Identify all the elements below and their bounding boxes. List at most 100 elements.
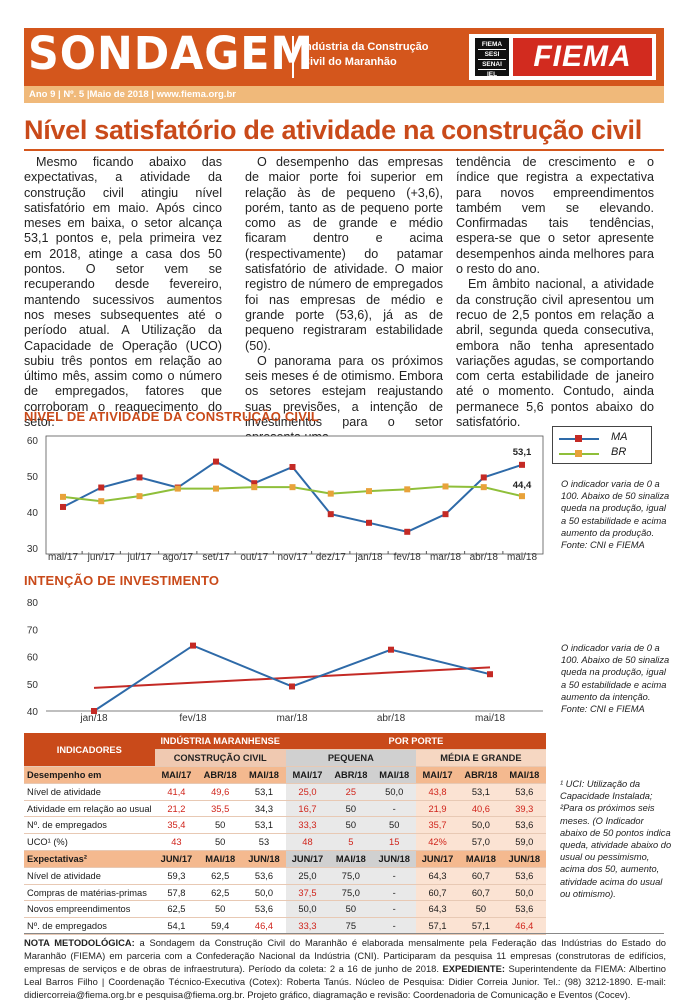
- data-point-ma: [366, 519, 372, 526]
- table-cell: 33,3: [285, 816, 330, 835]
- table-cell: 46,4: [242, 917, 286, 936]
- period-header: JUN/18: [242, 850, 286, 868]
- table-cell: 39,3: [502, 800, 546, 818]
- x-tick-label: out/17: [240, 552, 268, 563]
- period-header: MAI/18: [502, 766, 546, 784]
- table-cell: 75: [329, 917, 373, 936]
- table-cell: 43: [154, 833, 199, 852]
- legend-item-br: BR: [559, 446, 649, 461]
- data-label: 53,1: [513, 447, 532, 458]
- x-tick-label: dez/17: [316, 552, 346, 563]
- data-point-ma: [98, 484, 105, 491]
- table-cell: -: [372, 800, 416, 818]
- section-header-row: Desempenho em MAI/17 ABR/18 MAI/18 MAI/17 ABR…: [24, 766, 546, 784]
- table-cell: 57,1: [415, 917, 460, 936]
- col-header-porte: POR PORTE: [285, 733, 546, 751]
- subtitle-line-2: Civil do Maranhão: [302, 56, 397, 68]
- table-cell: 53,6: [242, 867, 286, 885]
- col-header-indicadores: INDICADORES: [24, 733, 155, 768]
- table-cell: 50,0: [502, 884, 546, 902]
- data-label: 44,4: [513, 480, 532, 491]
- legend-marker: [575, 435, 582, 442]
- table-cell: -: [372, 867, 416, 885]
- data-point-br: [366, 488, 372, 495]
- table-cell: 57,1: [459, 917, 503, 936]
- table-cell: 54,1: [154, 917, 199, 936]
- period-header: JUN/17: [154, 850, 199, 868]
- legend-marker: [575, 450, 582, 457]
- table-cell: 25,0: [285, 783, 330, 801]
- period-header: JUN/18: [502, 850, 546, 868]
- period-header: JUN/17: [285, 850, 330, 868]
- section-label: Expectativas²: [24, 850, 155, 868]
- y-tick-label: 40: [27, 707, 39, 718]
- y-tick-label: 50: [27, 680, 39, 691]
- table-row: Nível de atividade 41,4 49,6 53,1 25,0 25 50,0…: [24, 783, 546, 801]
- table-cell: 50: [372, 816, 416, 835]
- data-point-ma: [136, 474, 143, 481]
- table-row: Atividade em relação ao usual 21,2 35,5 34,…: [24, 800, 546, 818]
- paragraph: Mesmo ficando abaixo das expectativas, a…: [24, 155, 222, 430]
- data-point-ma: [442, 511, 449, 518]
- col-header-pequena: PEQUENA: [285, 749, 416, 768]
- table-cell: 57,8: [154, 884, 199, 902]
- logo-wordmark: FIEMA: [513, 38, 652, 76]
- investment-line-chart: 40 50 60 70 80 jan/18 fev/18 mar/18 abr/18 mai/18: [27, 598, 543, 724]
- x-tick-label: mai/18: [475, 713, 505, 724]
- table-cell: 46,4: [502, 917, 546, 936]
- table-cell: 59,4: [198, 917, 243, 936]
- row-label: Nº. de empregados: [24, 816, 155, 835]
- paragraph: O panorama para os próximos seis meses é…: [245, 353, 443, 444]
- table-cell: 75,0: [329, 867, 373, 885]
- table-cell: 50: [329, 900, 373, 919]
- period-header: MAI/18: [242, 766, 286, 784]
- publication-subtitle: Indústria da Construção Civil do Maranhã…: [302, 40, 429, 70]
- y-tick-label: 60: [27, 653, 39, 664]
- data-point-ma: [404, 528, 411, 535]
- data-point: [289, 683, 295, 690]
- publication-title: SONDAGEM: [28, 27, 314, 80]
- paragraph: Em âmbito nacional, a atividade da const…: [456, 277, 654, 430]
- period-header: ABR/18: [329, 766, 373, 784]
- table-cell: 42%: [415, 833, 460, 852]
- table-cell: 37,5: [285, 884, 330, 902]
- x-tick-label: jun/17: [87, 552, 116, 563]
- table-cell: 50: [198, 833, 243, 852]
- x-tick-label: abr/18: [377, 713, 406, 724]
- table-cell: 60,7: [459, 867, 503, 885]
- table-cell: 59,0: [502, 833, 546, 852]
- period-header: MAI/18: [329, 850, 373, 868]
- data-point-br: [519, 493, 525, 500]
- table-row: Nível de atividade 59,3 62,5 53,6 25,0 75,0-6…: [24, 867, 546, 885]
- table-cell: 50,0: [285, 900, 330, 919]
- article-column-2: O desempenho das empresas de maior porte…: [245, 155, 443, 446]
- table-cell: 41,4: [154, 783, 199, 801]
- table-cell: 50: [198, 816, 243, 835]
- period-header: MAI/17: [154, 766, 199, 784]
- period-header: MAI/18: [372, 766, 416, 784]
- y-tick-label: 80: [27, 598, 39, 609]
- table-cell: 53,1: [242, 816, 286, 835]
- section-header-row: Expectativas² JUN/17 MAI/18 JUN/18 JUN/17 MAI…: [24, 850, 546, 868]
- period-header: MAI/18: [198, 850, 243, 868]
- data-point-ma: [251, 480, 258, 487]
- x-tick-label: fev/18: [179, 713, 207, 724]
- table-cell: 53,6: [502, 900, 546, 919]
- table-cell: -: [372, 884, 416, 902]
- data-point-ma: [327, 511, 334, 518]
- table-cell: 64,3: [415, 867, 460, 885]
- badge-sesi: SESI: [478, 50, 506, 60]
- period-header: JUN/18: [372, 850, 416, 868]
- table-cell: 53,6: [502, 816, 546, 835]
- note-text: a Sondagem da Construção Civil do Maranh…: [24, 937, 666, 974]
- table-cell: 35,5: [198, 800, 243, 818]
- table-cell: 50: [329, 816, 373, 835]
- table-cell: 75,0: [329, 884, 373, 902]
- headline-rule: [24, 149, 664, 151]
- table-cell: 5: [329, 833, 373, 852]
- data-point: [388, 646, 394, 653]
- table-cell: -: [372, 900, 416, 919]
- table-note: ¹ UCI: Utilização da Capacidade Instalad…: [560, 779, 672, 899]
- data-point-br: [174, 485, 181, 492]
- table-cell: 50,0: [242, 884, 286, 902]
